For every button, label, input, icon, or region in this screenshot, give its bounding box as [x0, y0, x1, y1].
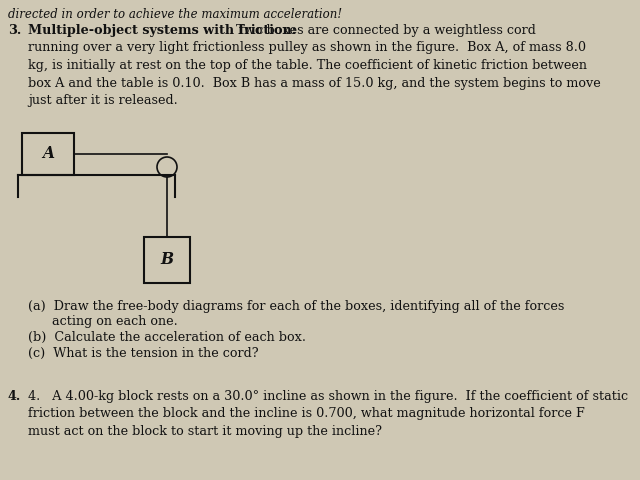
- Text: 4.: 4.: [8, 390, 21, 403]
- Text: (c)  What is the tension in the cord?: (c) What is the tension in the cord?: [28, 347, 259, 360]
- Text: box A and the table is 0.10.  Box B has a mass of 15.0 kg, and the system begins: box A and the table is 0.10. Box B has a…: [28, 76, 601, 89]
- Text: directed in order to achieve the maximum acceleration!: directed in order to achieve the maximum…: [8, 8, 342, 21]
- Text: must act on the block to start it moving up the incline?: must act on the block to start it moving…: [28, 425, 382, 438]
- Bar: [22, 133, 74, 175]
- Text: acting on each one.: acting on each one.: [28, 315, 178, 328]
- Text: Two boxes are connected by a weightless cord: Two boxes are connected by a weightless …: [28, 24, 536, 37]
- Text: running over a very light frictionless pulley as shown in the figure.  Box A, of: running over a very light frictionless p…: [28, 41, 586, 55]
- Text: just after it is released.: just after it is released.: [28, 94, 178, 107]
- Text: 4.   A 4.00-kg block rests on a 30.0° incline as shown in the figure.  If the co: 4. A 4.00-kg block rests on a 30.0° incl…: [28, 390, 628, 403]
- Text: A: A: [42, 145, 54, 163]
- Text: (b)  Calculate the acceleration of each box.: (b) Calculate the acceleration of each b…: [28, 331, 306, 344]
- Text: kg, is initially at rest on the top of the table. The coefficient of kinetic fri: kg, is initially at rest on the top of t…: [28, 59, 587, 72]
- Text: Multiple-object systems with friction:: Multiple-object systems with friction:: [28, 24, 296, 37]
- Bar: [144, 237, 190, 283]
- Text: 3.: 3.: [8, 24, 21, 37]
- Text: (a)  Draw the free-body diagrams for each of the boxes, identifying all of the f: (a) Draw the free-body diagrams for each…: [28, 300, 564, 313]
- Text: friction between the block and the incline is 0.700, what magnitude horizontal f: friction between the block and the incli…: [28, 408, 585, 420]
- Text: B: B: [161, 252, 173, 268]
